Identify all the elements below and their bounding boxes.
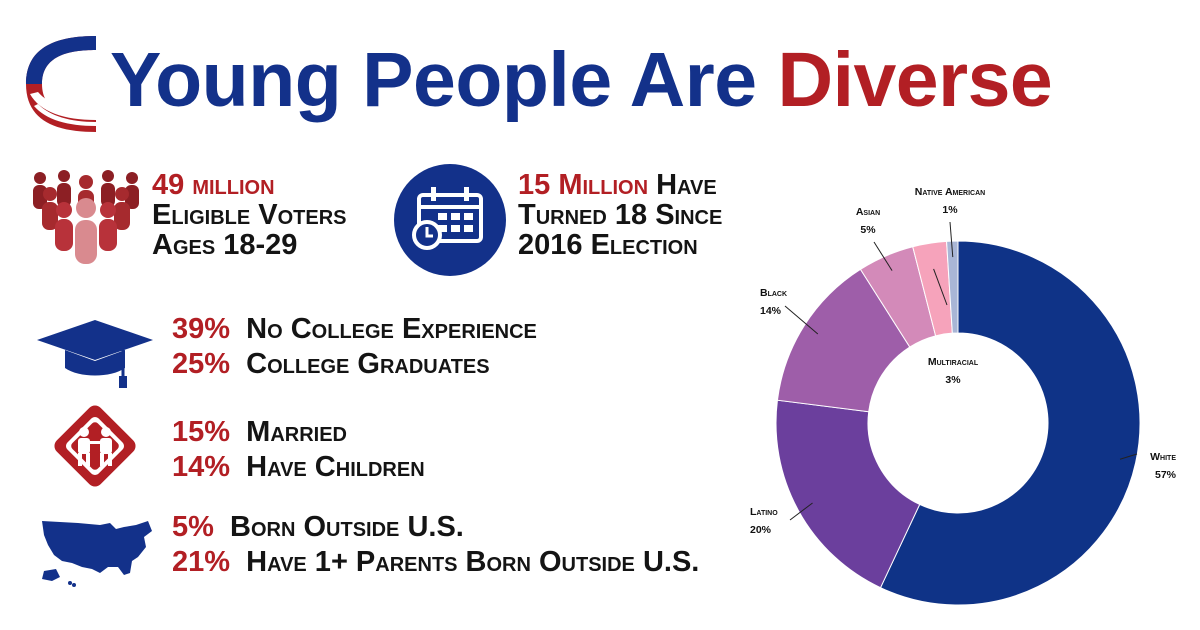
label-latino: Latino — [750, 506, 778, 518]
fact-percent: 25% — [172, 348, 231, 380]
fact-percent: 5% — [172, 511, 214, 543]
value-asian: 5% — [860, 224, 876, 236]
turned18-line2: Turned 18 Since — [518, 199, 723, 231]
us-map-icon — [42, 521, 152, 587]
fact-row: 39% No College Experience — [172, 312, 537, 347]
leader-line-native-american — [949, 221, 954, 258]
turned18-line1-rest: Have — [656, 169, 717, 201]
voters-highlight: 49 million — [152, 169, 275, 201]
title-highlight: Diverse — [777, 37, 1053, 123]
value-multiracial: 3% — [945, 374, 961, 386]
turned18-line3: 2016 Election — [518, 229, 698, 261]
fact-percent: 15% — [172, 416, 231, 448]
turned18-highlight: 15 Million — [518, 169, 649, 201]
voters-line3: Ages 18-29 — [152, 229, 298, 261]
title-main: Young People Are — [110, 37, 757, 123]
ethnicity-donut-chart: White 57% Latino 20% Black 14% Asian 5% Multirac… — [750, 186, 1177, 606]
slice-white — [879, 240, 1141, 606]
leader-line-latino — [789, 502, 813, 521]
voters-line2: Eligible Voters — [152, 199, 347, 231]
origin-facts: 5% Born Outside U.S. 21% Have 1+ Parents… — [172, 510, 699, 580]
crowd-icon — [33, 170, 139, 264]
value-black: 14% — [760, 305, 782, 317]
label-asian: Asian — [856, 206, 880, 218]
fact-percent: 14% — [172, 451, 231, 483]
slice-latino — [775, 399, 921, 589]
leader-line-black — [784, 305, 819, 335]
label-native-american: Native American — [915, 186, 985, 198]
flag-logo-icon — [26, 36, 96, 132]
fact-row: 25% College Graduates — [172, 347, 537, 382]
slice-native-american — [946, 240, 959, 334]
leader-line-white — [1119, 453, 1138, 460]
leader-line-asian — [873, 241, 893, 271]
value-latino: 20% — [750, 524, 772, 536]
fact-text: Married — [246, 416, 347, 448]
value-white: 57% — [1155, 469, 1177, 481]
calendar-clock-icon — [394, 164, 506, 276]
stat-turned-18: 15 Million Have Turned 18 Since 2016 Ele… — [518, 170, 722, 260]
fact-text: Have Children — [246, 451, 425, 483]
education-facts: 39% No College Experience 25% College Gr… — [172, 312, 537, 382]
fact-text: College Graduates — [246, 348, 490, 380]
label-white: White — [1150, 451, 1176, 463]
fact-row: 21% Have 1+ Parents Born Outside U.S. — [172, 545, 699, 580]
fact-row: 5% Born Outside U.S. — [172, 510, 699, 545]
page-title: Young People Are Diverse — [110, 25, 1053, 135]
children-crossing-icon — [54, 405, 136, 487]
fact-text: Born Outside U.S. — [230, 511, 464, 543]
value-native-american: 1% — [942, 204, 958, 216]
label-black: Black — [760, 287, 787, 299]
label-multiracial: Multiracial — [928, 356, 979, 368]
fact-row: 14% Have Children — [172, 450, 425, 485]
graduation-cap-icon — [37, 320, 153, 388]
leader-line-multiracial — [933, 268, 948, 306]
fact-percent: 39% — [172, 313, 231, 345]
fact-row: 15% Married — [172, 415, 425, 450]
family-facts: 15% Married 14% Have Children — [172, 415, 425, 485]
fact-text: Have 1+ Parents Born Outside U.S. — [246, 546, 700, 578]
fact-text: No College Experience — [246, 313, 537, 345]
fact-percent: 21% — [172, 546, 231, 578]
stat-eligible-voters: 49 million Eligible Voters Ages 18-29 — [152, 170, 347, 260]
